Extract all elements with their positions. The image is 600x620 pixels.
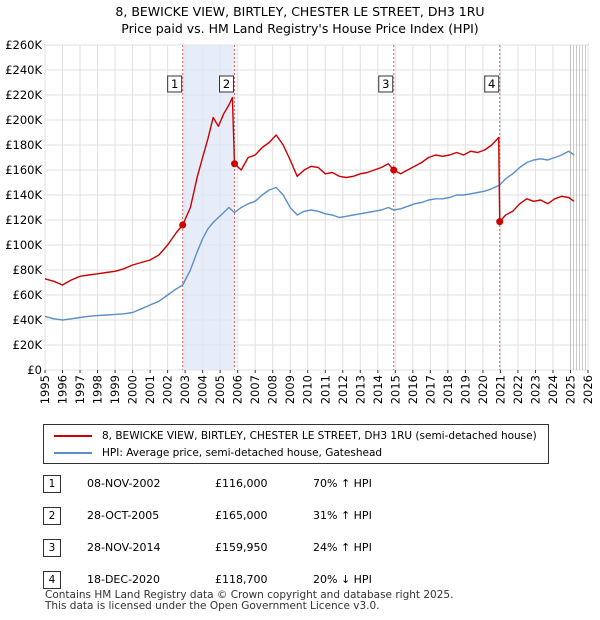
y-tick-label: £140K: [5, 188, 42, 202]
series-lines: [44, 96, 575, 321]
sale-price: £165,000: [215, 509, 268, 522]
x-tick-label: 2015: [388, 375, 402, 404]
legend-label-hpi: HPI: Average price, semi-detached house,…: [102, 447, 383, 459]
x-tick-label: 1998: [91, 375, 105, 404]
x-tick-label: 2025: [563, 375, 577, 404]
footer-copyright: Contains HM Land Registry data © Crown c…: [45, 589, 454, 601]
x-tick-label: 2013: [353, 375, 367, 404]
x-tick-label: 2008: [266, 375, 280, 404]
sale-number: 3: [43, 539, 61, 557]
sale-hpi-diff: 20% ↓ HPI: [313, 573, 372, 586]
hpi-series-line: [44, 150, 575, 321]
x-tick-label: 2018: [441, 375, 455, 404]
y-axis: £0 £20K £40K £60K £80K £100K £120K £140K £160K £1…: [5, 38, 42, 377]
plot-area: [44, 44, 589, 371]
sale-number: 1: [43, 475, 61, 493]
sale-hpi-diff: 70% ↑ HPI: [313, 477, 372, 490]
sale-date: 28-NOV-2014: [87, 541, 161, 554]
price-chart: 1 2 3 4 £0 £20K £40K £60K £80K £100K £120K £140K £1…: [5, 38, 595, 404]
sale-date: 18-DEC-2020: [87, 573, 161, 586]
sale-number: 2: [43, 507, 61, 525]
x-tick-label: 2005: [213, 375, 227, 404]
x-tick-label: 2022: [511, 375, 525, 404]
y-tick-label: £240K: [5, 63, 42, 77]
sale-price: £116,000: [215, 477, 268, 490]
x-tick-label: 2023: [528, 375, 542, 404]
sale-label-3: 3: [382, 77, 389, 91]
sale-points: [179, 160, 504, 229]
x-tick-label: 2002: [161, 375, 175, 404]
sale-band-1-2: [182, 45, 235, 370]
sale-hpi-diff: 31% ↑ HPI: [313, 509, 372, 522]
y-tick-label: £200K: [5, 113, 42, 127]
x-tick-label: 2014: [371, 375, 385, 404]
x-tick-label: 1996: [56, 375, 70, 404]
x-tick-label: 2020: [476, 375, 490, 404]
sale-highlight-bands: [182, 45, 586, 370]
sale-price: £159,950: [215, 541, 268, 554]
sale-label-box-2: [219, 75, 235, 93]
y-tick-label: £260K: [5, 38, 42, 52]
x-tick-label: 2004: [196, 375, 210, 404]
x-axis: 1995 1996 1997 1998 1999 2000 2001 2002 2003 2004…: [38, 370, 595, 404]
legend-label-property: 8, BEWICKE VIEW, BIRTLEY, CHESTER LE STR…: [102, 430, 537, 442]
x-tick-label: 2006: [231, 375, 245, 404]
y-tick-label: £120K: [5, 213, 42, 227]
legend-item-hpi: HPI: Average price, semi-detached house,…: [54, 445, 382, 461]
property-series-line: [44, 96, 575, 286]
x-tick-label: 2001: [143, 375, 157, 404]
x-tick-label: 1999: [108, 375, 122, 404]
y-tick-label: £160K: [5, 163, 42, 177]
sale-point-3: [390, 166, 398, 174]
legend-swatch-hpi: [54, 452, 92, 454]
sale-point-4: [496, 218, 504, 226]
chart-subtitle: Price paid vs. HM Land Registry's House …: [121, 21, 479, 36]
y-tick-label: £80K: [13, 263, 43, 277]
sale-date: 28-OCT-2005: [87, 509, 160, 522]
sale-label-box-4: [484, 75, 500, 93]
x-tick-label: 2009: [283, 375, 297, 404]
y-tick-label: £100K: [5, 238, 42, 252]
x-tick-label: 2010: [301, 375, 315, 404]
sale-point-2: [231, 160, 239, 168]
legend: 8, BEWICKE VIEW, BIRTLEY, CHESTER LE STR…: [43, 424, 549, 464]
x-tick-label: 2019: [458, 375, 472, 404]
x-tick-label: 2012: [336, 375, 350, 404]
x-tick-label: 2024: [546, 375, 560, 404]
x-tick-label: 2016: [406, 375, 420, 404]
sale-label-1: 1: [171, 77, 178, 91]
x-tick-label: 1995: [38, 375, 52, 404]
sale-label-2: 2: [223, 77, 230, 91]
x-tick-label: 2007: [248, 375, 262, 404]
sale-label-box-1: [167, 75, 183, 93]
sale-price: £118,700: [215, 573, 268, 586]
legend-swatch-property: [54, 435, 92, 437]
legend-item-property: 8, BEWICKE VIEW, BIRTLEY, CHESTER LE STR…: [54, 428, 537, 444]
x-tick-label: 2026: [581, 375, 595, 404]
x-tick-label: 2011: [318, 375, 332, 404]
sale-number: 4: [43, 571, 61, 589]
sale-label-box-3: [378, 75, 394, 93]
grid-lines: [44, 44, 589, 371]
x-tick-label: 2017: [423, 375, 437, 404]
sale-label-4: 4: [488, 77, 495, 91]
sale-marker-labels: 1 2 3 4: [167, 75, 500, 93]
sale-hpi-diff: 24% ↑ HPI: [313, 541, 372, 554]
y-tick-label: £220K: [5, 88, 42, 102]
footer-licence: This data is licensed under the Open Gov…: [45, 600, 380, 612]
x-tick-label: 2003: [178, 375, 192, 404]
x-tick-label: 2021: [493, 375, 507, 404]
x-tick-label: 1997: [73, 375, 87, 404]
x-tick-label: 2000: [126, 375, 140, 404]
y-tick-label: £40K: [13, 313, 43, 327]
y-tick-label: £0: [27, 363, 42, 377]
y-tick-label: £60K: [13, 288, 43, 302]
chart-title: 8, BEWICKE VIEW, BIRTLEY, CHESTER LE STR…: [115, 4, 485, 19]
plot-frame: [44, 44, 589, 371]
y-tick-label: £20K: [13, 338, 43, 352]
sale-date: 08-NOV-2002: [87, 477, 161, 490]
sale-point-1: [179, 221, 187, 229]
y-tick-label: £180K: [5, 138, 42, 152]
